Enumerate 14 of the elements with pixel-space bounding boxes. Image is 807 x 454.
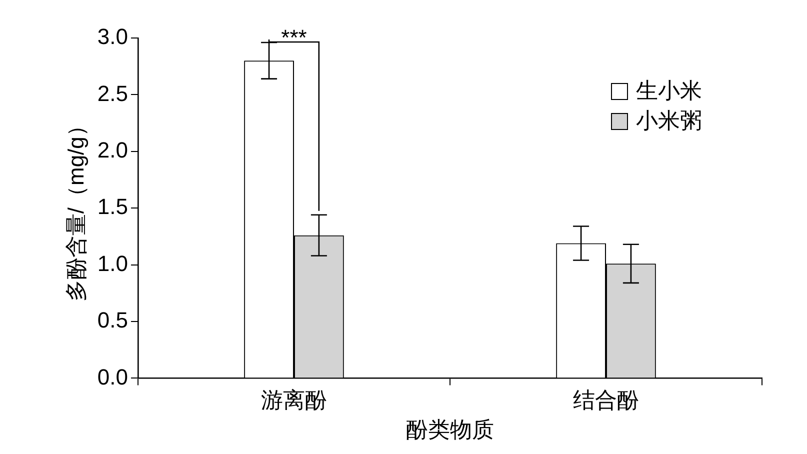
y-tick-label: 2.0 xyxy=(97,137,128,162)
text: 生小米 xyxy=(636,77,702,105)
y-tick-label: 1.5 xyxy=(97,194,128,220)
y-tick-label: 0.0 xyxy=(97,364,128,390)
y-tick-label: 2.5 xyxy=(97,80,128,106)
x-tick-label: 结合酚 xyxy=(572,387,639,412)
y-tick-label: 0.5 xyxy=(97,308,128,333)
x-tick-label: 游离酚 xyxy=(260,387,327,412)
y-axis-title: 多酚含量/（mg/g） xyxy=(63,114,88,302)
y-tick-label: 3.0 xyxy=(97,24,128,50)
annotation: *** xyxy=(281,25,308,50)
x-axis-title: 酚类物质 xyxy=(406,416,494,442)
y-tick-label: 1.0 xyxy=(97,250,128,276)
legend-label: 小米粥 xyxy=(636,107,702,135)
